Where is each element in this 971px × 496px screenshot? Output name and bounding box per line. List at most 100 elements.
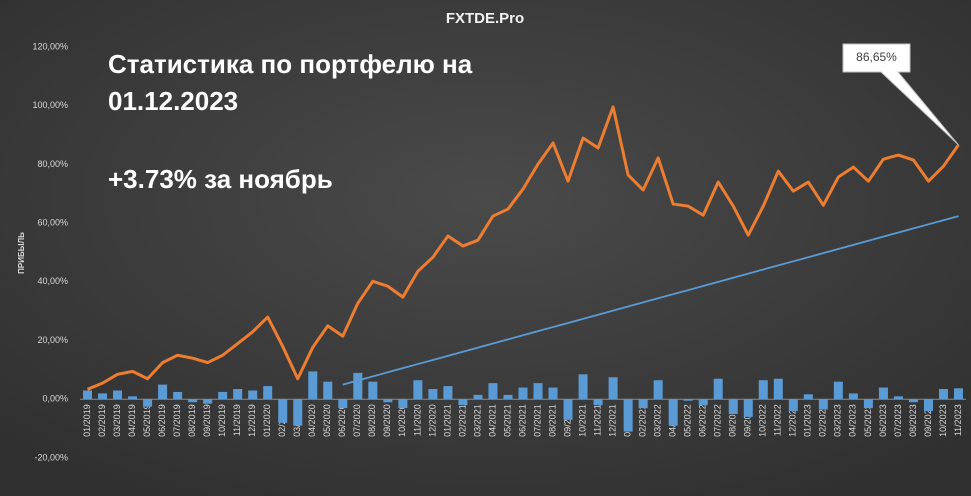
x-tick-label: 03/2019 (112, 404, 122, 437)
bar (608, 377, 618, 400)
x-tick-label: 08/2022 (728, 404, 738, 437)
y-tick-label: 20,00% (37, 335, 68, 345)
bar (698, 399, 708, 406)
bar (878, 387, 888, 400)
x-tick-label: 09/2019 (202, 404, 212, 437)
bar (353, 372, 363, 400)
x-tick-label: 09/2021 (562, 404, 572, 437)
y-tick-label: 40,00% (37, 276, 68, 286)
bar (458, 399, 468, 406)
bar (488, 383, 498, 400)
x-tick-label: 12/2020 (427, 404, 437, 437)
x-tick-label: 06/2021 (517, 404, 527, 437)
x-tick-label: 06/2019 (157, 404, 167, 437)
bar (503, 394, 513, 400)
bar (173, 391, 183, 400)
x-tick-label: 07/2019 (172, 404, 182, 437)
bar (803, 394, 813, 400)
y-tick-label: -20,00% (34, 452, 68, 462)
bar (233, 389, 243, 400)
x-tick-label: 03/2023 (833, 404, 843, 437)
x-tick-label: 07/2023 (893, 404, 903, 437)
x-tick-label: 08/2020 (367, 404, 377, 437)
bar (863, 399, 873, 409)
bar (143, 399, 153, 407)
bar (533, 383, 543, 400)
chart-title: FXTDE.Pro (446, 10, 524, 27)
x-tick-label: 06/2022 (698, 404, 708, 437)
bar (428, 389, 438, 400)
x-tick-label: 01/2023 (803, 404, 813, 437)
line (342, 215, 959, 386)
x-tick-label: 02/2023 (818, 404, 828, 437)
bar (383, 399, 393, 403)
y-tick-label: 80,00% (37, 159, 68, 169)
bar (923, 399, 933, 412)
bar (653, 380, 663, 400)
bar (938, 389, 948, 400)
bar (248, 390, 258, 400)
x-tick-label: 06/2020 (337, 404, 347, 437)
x-tick-label: 08/2021 (547, 404, 557, 437)
annotation: 01.12.2023 (108, 86, 238, 116)
x-tick-label: 07/2022 (713, 404, 723, 437)
bar (638, 399, 648, 409)
bar (713, 378, 723, 400)
x-tick-label: 09/2022 (743, 404, 753, 437)
x-tick-label: 11/2021 (592, 404, 602, 436)
bar (218, 391, 228, 400)
x-tick-label: 11/2023 (953, 404, 963, 436)
x-tick-label: 04/2023 (848, 404, 858, 437)
x-tick-label: 01/2019 (82, 404, 92, 437)
bar (758, 380, 768, 400)
x-tick-label: 04/2021 (487, 404, 497, 437)
x-tick-label: 11/2020 (412, 404, 422, 436)
bar (98, 393, 108, 400)
bar (188, 399, 198, 403)
x-tick-label: 11/2022 (773, 404, 783, 436)
x-tick-label: 05/2022 (683, 404, 693, 437)
bar (338, 399, 348, 409)
bar (848, 393, 858, 400)
x-tick-label: 05/2021 (502, 404, 512, 437)
bar (203, 399, 213, 404)
x-tick-label: 02/2021 (457, 404, 467, 437)
data-label: 86,65% (856, 50, 897, 64)
bar (518, 387, 528, 400)
bar (158, 384, 168, 400)
x-tick-label: 02/2022 (638, 404, 648, 437)
x-tick-label: 08/2023 (908, 404, 918, 437)
y-tick-label: 0,00% (42, 394, 68, 404)
bar (683, 399, 693, 401)
x-tick-label: 10/2023 (938, 404, 948, 437)
bar (278, 399, 288, 423)
x-tick-label: 01/2020 (262, 404, 272, 437)
x-tick-label: 07/2021 (532, 404, 542, 437)
y-tick-label: 60,00% (37, 218, 68, 228)
x-tick-label: 12/2022 (788, 404, 798, 437)
x-tick-label: 03/2021 (472, 404, 482, 437)
bar (398, 399, 408, 409)
x-tick-label: 07/2020 (352, 404, 362, 437)
y-tick-label: 100,00% (32, 100, 68, 110)
x-tick-label: 12/2019 (247, 404, 257, 437)
bar (548, 387, 558, 400)
bar (668, 399, 678, 426)
bar (728, 399, 738, 414)
y-axis-label: ПРИБЫЛЬ (17, 232, 26, 274)
line (86, 105, 960, 391)
x-tick-label: 05/2023 (863, 404, 873, 437)
x-tick-label: 03/2022 (653, 404, 663, 437)
bar (563, 399, 573, 420)
bar (743, 399, 753, 417)
x-tick-label: 09/2020 (382, 404, 392, 437)
bar (113, 390, 123, 400)
bar (263, 386, 273, 400)
x-tick-label: 05/2020 (322, 404, 332, 437)
callout (842, 43, 959, 146)
bar (293, 399, 303, 426)
bar (773, 378, 783, 400)
x-tick-label: 01/2021 (442, 404, 452, 437)
